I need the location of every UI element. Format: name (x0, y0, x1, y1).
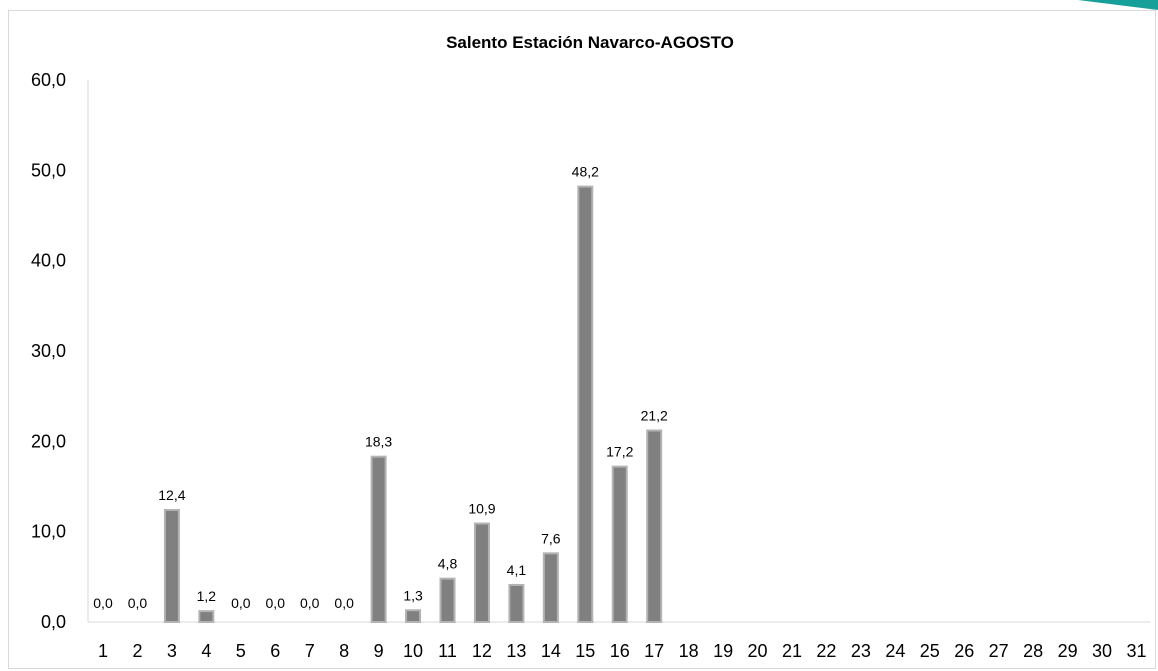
bar (163, 508, 180, 623)
y-tick-label: 10,0 (31, 522, 66, 542)
data-label: 7,6 (541, 530, 561, 546)
x-tick-label: 2 (132, 641, 142, 661)
x-tick-labels: 1 2 3 4 5 6 7 8 9 10 11 12 13 14 15 16 17 18 19 20 21 22 23 24 2… (98, 641, 1147, 661)
x-tick-label: 16 (610, 641, 630, 661)
x-tick-label: 5 (236, 641, 246, 661)
bar (611, 465, 628, 624)
y-tick-label: 30,0 (31, 341, 66, 361)
data-label: 4,8 (438, 556, 458, 572)
bar (473, 522, 490, 624)
bars-group (163, 185, 663, 624)
data-label: 12,4 (158, 487, 185, 503)
data-label: 18,3 (365, 434, 392, 450)
x-tick-label: 25 (920, 641, 940, 661)
bar (646, 429, 663, 624)
y-tick-label: 0,0 (41, 612, 66, 632)
x-tick-label: 27 (989, 641, 1009, 661)
bar (542, 552, 559, 624)
x-tick-label: 6 (270, 641, 280, 661)
x-tick-label: 12 (472, 641, 492, 661)
x-tick-label: 3 (167, 641, 177, 661)
x-tick-label: 31 (1126, 641, 1146, 661)
y-tick-label: 50,0 (31, 160, 66, 180)
x-tick-label: 22 (816, 641, 836, 661)
x-tick-label: 26 (954, 641, 974, 661)
x-tick-label: 29 (1058, 641, 1078, 661)
x-tick-label: 14 (541, 641, 561, 661)
bar (508, 583, 525, 623)
x-tick-label: 13 (506, 641, 526, 661)
data-label: 21,2 (641, 407, 668, 423)
x-tick-label: 8 (339, 641, 349, 661)
x-tick-label: 1 (98, 641, 108, 661)
x-tick-label: 23 (851, 641, 871, 661)
data-label: 10,9 (468, 501, 495, 517)
x-tick-label: 7 (305, 641, 315, 661)
data-label: 1,2 (197, 588, 217, 604)
x-tick-label: 9 (374, 641, 384, 661)
bar (439, 577, 456, 624)
data-label: 48,2 (572, 164, 599, 180)
corner-accent (1078, 0, 1158, 10)
data-label: 4,1 (507, 562, 527, 578)
x-tick-label: 18 (679, 641, 699, 661)
x-tick-label: 11 (438, 641, 457, 661)
y-tick-label: 60,0 (31, 70, 66, 90)
y-tick-label: 20,0 (31, 431, 66, 451)
bar (577, 185, 594, 624)
x-tick-label: 30 (1092, 641, 1112, 661)
data-label: 1,3 (403, 587, 423, 603)
data-label: 0,0 (128, 595, 148, 611)
data-label: 17,2 (606, 444, 633, 460)
x-tick-label: 19 (713, 641, 733, 661)
data-label: 0,0 (266, 595, 286, 611)
y-tick-label: 40,0 (31, 251, 66, 271)
data-label: 0,0 (334, 595, 354, 611)
data-label: 0,0 (300, 595, 320, 611)
x-tick-label: 21 (782, 641, 802, 661)
data-label: 0,0 (93, 595, 113, 611)
x-tick-label: 4 (201, 641, 211, 661)
bar (370, 455, 387, 623)
x-tick-label: 17 (644, 641, 664, 661)
x-tick-label: 28 (1023, 641, 1043, 661)
bar (198, 610, 215, 623)
x-tick-label: 15 (575, 641, 595, 661)
data-label: 0,0 (231, 595, 251, 611)
x-tick-label: 20 (748, 641, 768, 661)
y-tick-labels: 0,0 10,0 20,0 30,0 40,0 50,0 60,0 (31, 70, 66, 632)
chart-title: Salento Estación Navarco-AGOSTO (446, 33, 734, 52)
bar (405, 609, 422, 623)
x-tick-label: 24 (885, 641, 905, 661)
data-labels-group: 0,0 0,0 12,4 1,2 0,0 0,0 0,0 0,0 18,3 1,3 4,8 10,9 4… (93, 164, 668, 611)
x-tick-label: 10 (403, 641, 423, 661)
